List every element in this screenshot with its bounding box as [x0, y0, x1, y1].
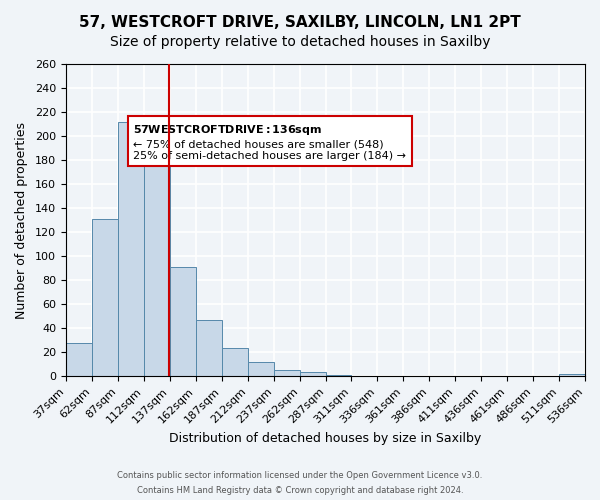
Text: Contains public sector information licensed under the Open Government Licence v3: Contains public sector information licen…: [118, 471, 482, 480]
X-axis label: Distribution of detached houses by size in Saxilby: Distribution of detached houses by size …: [169, 432, 482, 445]
Bar: [274, 370, 300, 376]
Bar: [248, 362, 274, 376]
Bar: [559, 374, 585, 376]
Y-axis label: Number of detached properties: Number of detached properties: [15, 122, 28, 318]
Bar: [170, 267, 196, 376]
Text: Contains HM Land Registry data © Crown copyright and database right 2024.: Contains HM Land Registry data © Crown c…: [137, 486, 463, 495]
Text: $\bf{57 WESTCROFT DRIVE: 136sqm}$
← 75% of detached houses are smaller (548)
25%: $\bf{57 WESTCROFT DRIVE: 136sqm}$ ← 75% …: [133, 124, 406, 160]
Bar: [144, 148, 170, 376]
Bar: [222, 348, 248, 376]
Text: 57, WESTCROFT DRIVE, SAXILBY, LINCOLN, LN1 2PT: 57, WESTCROFT DRIVE, SAXILBY, LINCOLN, L…: [79, 15, 521, 30]
Bar: [92, 219, 118, 376]
Bar: [196, 320, 222, 376]
Bar: [118, 122, 144, 376]
Bar: [300, 372, 326, 376]
Bar: [326, 375, 351, 376]
Bar: [66, 342, 92, 376]
Text: Size of property relative to detached houses in Saxilby: Size of property relative to detached ho…: [110, 35, 490, 49]
